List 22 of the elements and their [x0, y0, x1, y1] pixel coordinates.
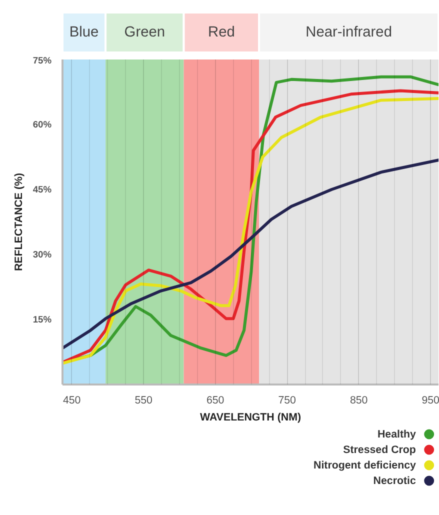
line-series [62, 158, 438, 350]
band-label: Green [124, 24, 166, 40]
band-label: Blue [69, 24, 99, 40]
x-tick-label: 750 [278, 394, 296, 406]
x-tick-label: 450 [62, 394, 81, 406]
x-tick-label: 650 [206, 394, 224, 406]
y-axis-title: REFLECTANCE (%) [12, 172, 25, 272]
band-label: Near-infrared [306, 24, 392, 40]
y-tick-label: 75% [32, 56, 52, 66]
band-label: Red [208, 24, 235, 40]
y-tick-label: 30% [32, 250, 52, 260]
legend-label: Healthy [377, 428, 416, 440]
x-tick-label: 550 [134, 394, 153, 406]
x-tick-label: 850 [350, 394, 368, 406]
y-tick-label: 15% [32, 314, 52, 324]
x-axis-title: WAVELENGTH (NM) [200, 412, 302, 424]
x-tick-label: 950 [422, 394, 439, 406]
y-tick-label: 60% [32, 120, 52, 130]
legend-label: Nitrogent deficiency [314, 459, 416, 472]
y-tick-label: 45% [32, 184, 52, 194]
legend-label: Necrotic [373, 474, 416, 487]
legend-label: Stressed Crop [343, 444, 416, 456]
